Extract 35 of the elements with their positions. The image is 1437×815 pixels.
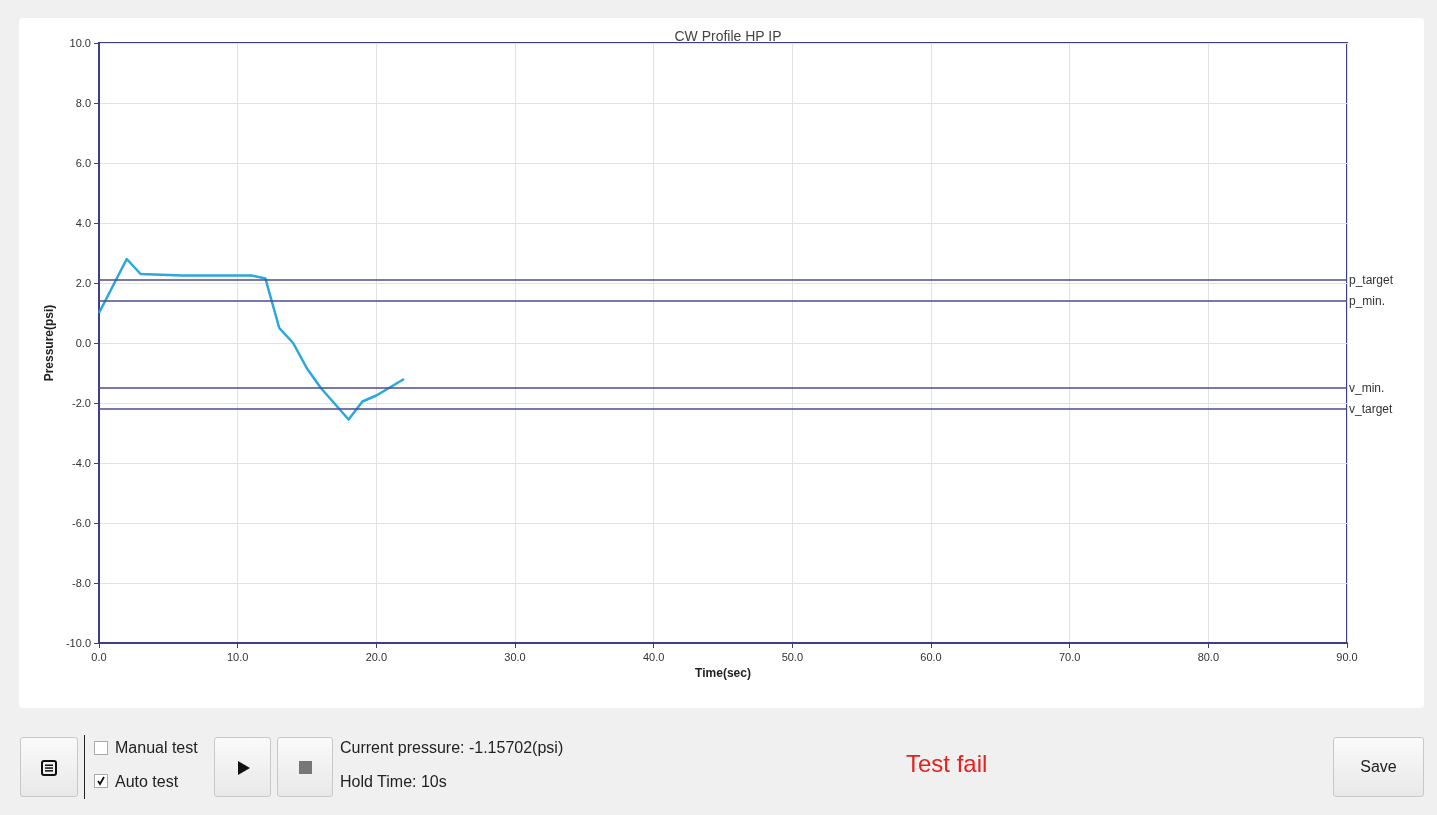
x-tick-label: 50.0 xyxy=(781,650,804,663)
x-tick-label: 0.0 xyxy=(91,650,107,663)
x-tick-label: 10.0 xyxy=(226,650,249,663)
text: Save xyxy=(1333,737,1424,797)
ref-line-label: v_target xyxy=(1349,402,1394,416)
y-tick-label: 4.0 xyxy=(75,217,91,229)
line-series xyxy=(97,257,406,421)
ref-line-label: p_min. xyxy=(1349,294,1386,308)
y-tick-label: 8.0 xyxy=(75,97,91,109)
x-tick-label: 20.0 xyxy=(365,650,388,663)
x-tick-label: 30.0 xyxy=(504,650,526,663)
y-tick-label: -4.0 xyxy=(72,457,91,469)
y-tick-label: -2.0 xyxy=(72,397,91,409)
x-tick-label: 80.0 xyxy=(1197,650,1220,663)
ref-line-label: p_target xyxy=(1349,273,1394,287)
y-axis-title: Pressure(psi) xyxy=(42,304,57,382)
x-tick-label: 70.0 xyxy=(1058,650,1081,663)
y-tick-label: -8.0 xyxy=(72,577,91,589)
text: Manual test xyxy=(115,739,198,757)
x-tick-label: 60.0 xyxy=(920,650,942,663)
text: Test fail xyxy=(906,750,988,778)
x-tick-label: 90.0 xyxy=(1336,650,1358,663)
chart-title: CW Profile HP IP xyxy=(674,28,782,44)
y-tick-label: -6.0 xyxy=(72,517,91,529)
y-tick-label: 10.0 xyxy=(69,37,91,49)
y-tick-label: 0.0 xyxy=(75,337,91,349)
text: Current pressure: -1.15702(psi) xyxy=(340,739,564,757)
y-tick-label: -10.0 xyxy=(65,637,91,649)
text: Auto test xyxy=(115,773,179,791)
x-axis-title: Time(sec) xyxy=(695,665,751,680)
text: Hold Time: 10s xyxy=(340,773,447,791)
x-tick-label: 40.0 xyxy=(642,650,665,663)
y-tick-label: 6.0 xyxy=(75,157,91,169)
ref-line-label: v_min. xyxy=(1349,381,1385,395)
y-tick-label: 2.0 xyxy=(75,277,91,289)
